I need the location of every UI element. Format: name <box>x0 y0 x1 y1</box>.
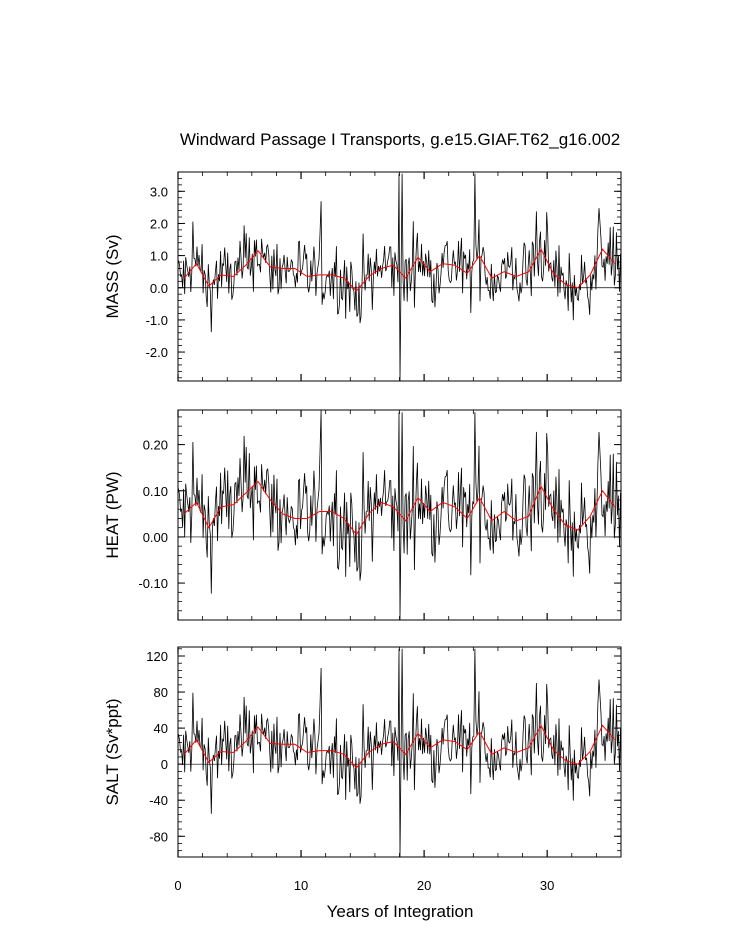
x-axis-label: Years of Integration <box>327 902 474 921</box>
heat-panel: -0.10 0.00 0.10 0.20 HEAT (PW) <box>103 409 622 621</box>
heat-y-tick-label: 0.20 <box>143 438 168 453</box>
salt-monthly-series <box>178 648 621 857</box>
salt-plot-frame <box>177 646 622 858</box>
salt-y-axis-label: SALT (Sv*ppt) <box>103 698 122 805</box>
salt-y-axis: -80 -40 0 40 80 120 <box>146 648 621 852</box>
mass-annual-mean-series <box>183 248 616 292</box>
x-tick-label: 10 <box>294 878 308 893</box>
mass-y-tick-label: 1.0 <box>150 249 168 264</box>
mass-y-tick-label: 2.0 <box>150 216 168 231</box>
x-tick-label: 0 <box>174 878 181 893</box>
salt-panel: -80 -40 0 40 80 120 SALT (Sv*ppt) <box>103 646 622 858</box>
chart-title: Windward Passage I Transports, g.e15.GIA… <box>180 130 620 149</box>
salt-annual-mean-series <box>183 724 616 769</box>
mass-plot-frame <box>177 171 622 382</box>
salt-y-tick-label: 120 <box>146 649 168 664</box>
heat-y-axis-label: HEAT (PW) <box>103 471 122 558</box>
heat-annual-mean-series <box>183 480 616 536</box>
x-axis: 0 10 20 30 <box>174 878 554 893</box>
salt-y-tick-label: 80 <box>154 685 168 700</box>
heat-monthly-series <box>178 409 621 620</box>
salt-y-tick-label: 0 <box>161 757 168 772</box>
heat-plot-frame <box>177 409 622 621</box>
mass-panel: -2.0 -1.0 0.0 1.0 2.0 3.0 MASS (Sv) <box>103 171 622 382</box>
x-tick-label: 30 <box>540 878 554 893</box>
x-tick-label: 20 <box>417 878 431 893</box>
mass-y-tick-label: 0.0 <box>150 281 168 296</box>
mass-y-tick-label: -1.0 <box>146 313 168 328</box>
salt-y-tick-label: -40 <box>149 793 168 808</box>
salt-y-tick-label: -80 <box>149 829 168 844</box>
heat-y-tick-label: 0.00 <box>143 530 168 545</box>
mass-monthly-series <box>178 173 621 381</box>
heat-y-tick-label: -0.10 <box>138 576 168 591</box>
mass-y-axis-label: MASS (Sv) <box>103 234 122 318</box>
salt-y-tick-label: 40 <box>154 721 168 736</box>
heat-y-tick-label: 0.10 <box>143 484 168 499</box>
heat-y-axis: -0.10 0.00 0.10 0.20 <box>138 416 621 621</box>
mass-y-tick-label: 3.0 <box>150 184 168 199</box>
mass-y-tick-label: -2.0 <box>146 345 168 360</box>
mass-y-axis: -2.0 -1.0 0.0 1.0 2.0 3.0 <box>146 178 621 379</box>
